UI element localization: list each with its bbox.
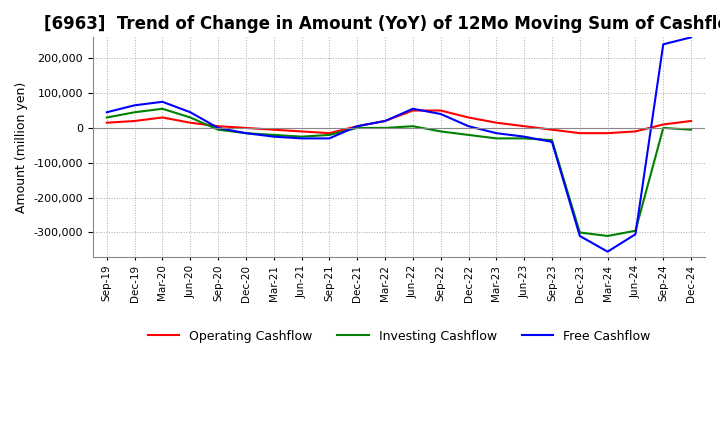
Free Cashflow bbox=[158, 99, 167, 104]
Investing Cashflow bbox=[158, 106, 167, 111]
Operating Cashflow bbox=[687, 118, 696, 124]
Operating Cashflow bbox=[214, 124, 222, 129]
Investing Cashflow bbox=[381, 125, 390, 131]
Investing Cashflow bbox=[464, 132, 473, 138]
Free Cashflow bbox=[242, 131, 251, 136]
Free Cashflow bbox=[102, 110, 111, 115]
Investing Cashflow bbox=[297, 134, 306, 139]
Operating Cashflow bbox=[297, 129, 306, 134]
Free Cashflow bbox=[214, 125, 222, 131]
Investing Cashflow bbox=[436, 129, 445, 134]
Free Cashflow bbox=[353, 124, 361, 129]
Line: Investing Cashflow: Investing Cashflow bbox=[107, 109, 691, 236]
Investing Cashflow bbox=[520, 136, 528, 141]
Operating Cashflow bbox=[492, 120, 500, 125]
Free Cashflow bbox=[520, 134, 528, 139]
Free Cashflow bbox=[186, 110, 194, 115]
Operating Cashflow bbox=[242, 125, 251, 131]
Operating Cashflow bbox=[130, 118, 139, 124]
Investing Cashflow bbox=[631, 228, 640, 233]
Investing Cashflow bbox=[325, 132, 333, 138]
Investing Cashflow bbox=[575, 230, 584, 235]
Free Cashflow bbox=[130, 103, 139, 108]
Investing Cashflow bbox=[687, 127, 696, 132]
Investing Cashflow bbox=[214, 127, 222, 132]
Operating Cashflow bbox=[603, 131, 612, 136]
Operating Cashflow bbox=[353, 124, 361, 129]
Title: [6963]  Trend of Change in Amount (YoY) of 12Mo Moving Sum of Cashflows: [6963] Trend of Change in Amount (YoY) o… bbox=[44, 15, 720, 33]
Investing Cashflow bbox=[102, 115, 111, 120]
Operating Cashflow bbox=[381, 118, 390, 124]
Operating Cashflow bbox=[325, 131, 333, 136]
Line: Free Cashflow: Free Cashflow bbox=[107, 37, 691, 252]
Investing Cashflow bbox=[659, 125, 667, 131]
Operating Cashflow bbox=[631, 129, 640, 134]
Operating Cashflow bbox=[575, 131, 584, 136]
Free Cashflow bbox=[381, 118, 390, 124]
Free Cashflow bbox=[492, 131, 500, 136]
Free Cashflow bbox=[269, 134, 278, 139]
Operating Cashflow bbox=[464, 115, 473, 120]
Free Cashflow bbox=[325, 136, 333, 141]
Free Cashflow bbox=[408, 106, 417, 111]
Operating Cashflow bbox=[408, 108, 417, 113]
Free Cashflow bbox=[464, 124, 473, 129]
Y-axis label: Amount (million yen): Amount (million yen) bbox=[15, 81, 28, 213]
Operating Cashflow bbox=[436, 108, 445, 113]
Operating Cashflow bbox=[269, 127, 278, 132]
Investing Cashflow bbox=[186, 115, 194, 120]
Line: Operating Cashflow: Operating Cashflow bbox=[107, 110, 691, 133]
Investing Cashflow bbox=[353, 125, 361, 131]
Investing Cashflow bbox=[408, 124, 417, 129]
Operating Cashflow bbox=[102, 120, 111, 125]
Free Cashflow bbox=[575, 233, 584, 238]
Investing Cashflow bbox=[242, 131, 251, 136]
Investing Cashflow bbox=[603, 233, 612, 238]
Investing Cashflow bbox=[269, 132, 278, 138]
Investing Cashflow bbox=[130, 110, 139, 115]
Operating Cashflow bbox=[158, 115, 167, 120]
Free Cashflow bbox=[548, 139, 557, 144]
Operating Cashflow bbox=[520, 124, 528, 129]
Investing Cashflow bbox=[548, 137, 557, 143]
Free Cashflow bbox=[631, 231, 640, 237]
Operating Cashflow bbox=[186, 120, 194, 125]
Free Cashflow bbox=[297, 136, 306, 141]
Free Cashflow bbox=[659, 42, 667, 47]
Legend: Operating Cashflow, Investing Cashflow, Free Cashflow: Operating Cashflow, Investing Cashflow, … bbox=[143, 325, 655, 348]
Free Cashflow bbox=[436, 111, 445, 117]
Investing Cashflow bbox=[492, 136, 500, 141]
Free Cashflow bbox=[603, 249, 612, 254]
Operating Cashflow bbox=[659, 122, 667, 127]
Free Cashflow bbox=[687, 35, 696, 40]
Operating Cashflow bbox=[548, 127, 557, 132]
